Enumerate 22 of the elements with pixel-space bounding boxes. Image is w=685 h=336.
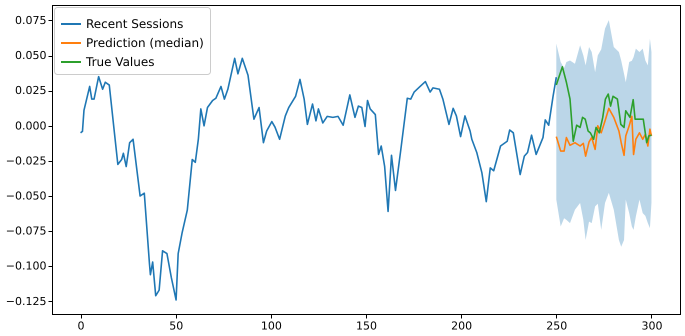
- y-tick-label: 0.000: [15, 119, 46, 132]
- line-series: [80, 58, 558, 301]
- legend-label: True Values: [85, 55, 155, 69]
- y-tick-label: 0.025: [15, 84, 46, 98]
- line-series: [556, 108, 652, 157]
- x-tick-label: 200: [451, 320, 472, 332]
- y-tick-label: −0.050: [6, 190, 46, 203]
- y-tick-label: 0.075: [15, 14, 46, 27]
- y-tick-label: −0.025: [6, 154, 46, 168]
- y-tick-label: −0.075: [6, 224, 46, 238]
- y-tick-label: 0.050: [15, 49, 46, 62]
- x-tick-label: 300: [641, 320, 662, 332]
- legend-label: Recent Sessions: [86, 17, 184, 31]
- legend-label: Prediction (median): [86, 36, 204, 50]
- x-tick-label: 0: [78, 320, 85, 332]
- x-tick-label: 100: [260, 320, 282, 332]
- y-tick-label: −0.100: [6, 260, 46, 273]
- x-tick-label: 250: [546, 320, 568, 332]
- line-series: [556, 66, 652, 144]
- x-tick-label: 150: [356, 320, 377, 332]
- y-tick-label: −0.125: [6, 294, 46, 308]
- x-tick-label: 50: [169, 320, 184, 332]
